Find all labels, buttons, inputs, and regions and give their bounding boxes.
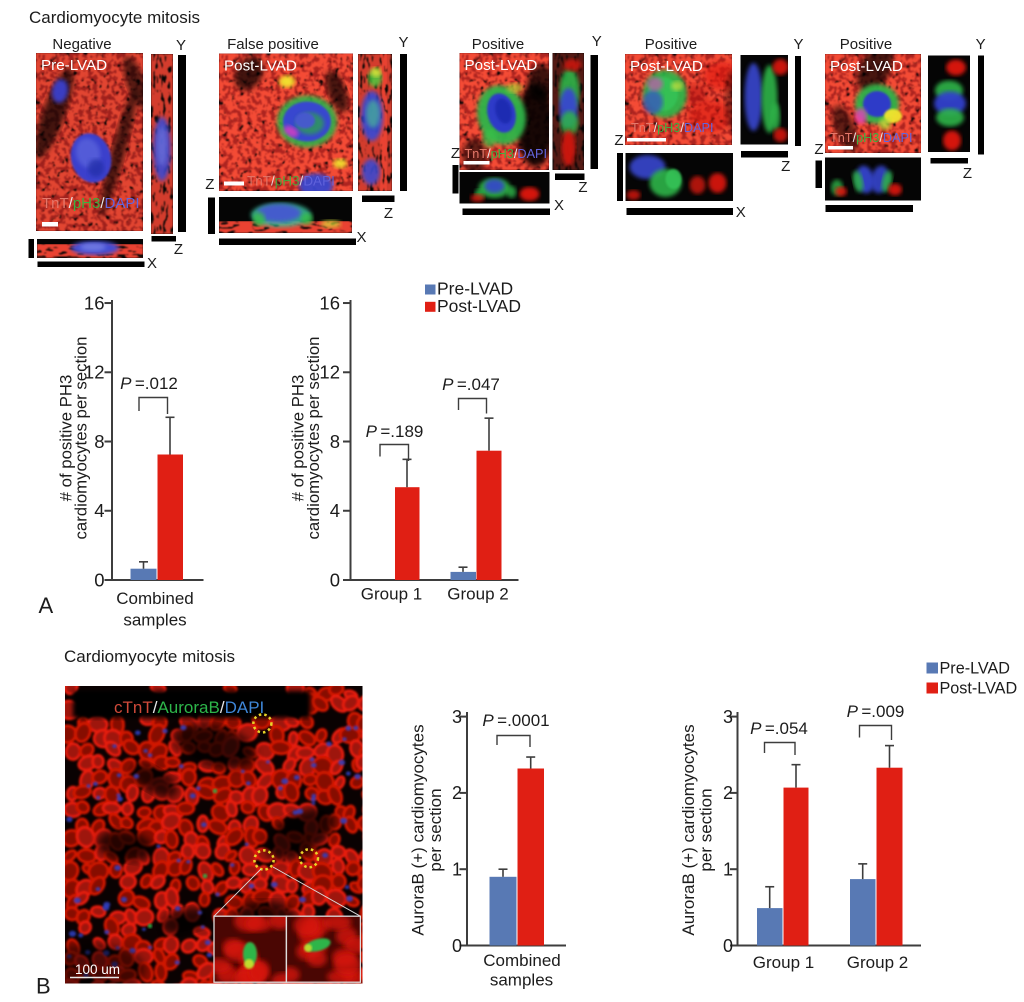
svg-text:Group 1: Group 1 bbox=[361, 585, 422, 604]
svg-text:Pre-LVAD: Pre-LVAD bbox=[41, 57, 107, 74]
svg-text:per section: per section bbox=[697, 788, 716, 871]
svg-text:Z: Z bbox=[963, 165, 972, 182]
svg-text:Z: Z bbox=[384, 205, 393, 222]
svg-text:Combined: Combined bbox=[483, 951, 561, 970]
svg-text:Pre-LVAD: Pre-LVAD bbox=[940, 659, 1010, 677]
svg-text:cTnT/AuroraB/DAPI: cTnT/AuroraB/DAPI bbox=[114, 698, 264, 717]
svg-text:P =.054: P =.054 bbox=[750, 719, 808, 738]
svg-text:Y: Y bbox=[176, 37, 186, 54]
svg-text:Z: Z bbox=[578, 179, 587, 196]
svg-text:Z: Z bbox=[781, 158, 790, 175]
svg-text:Post-LVAD: Post-LVAD bbox=[224, 58, 297, 75]
svg-text:Group 2: Group 2 bbox=[447, 585, 508, 604]
svg-text:Negative: Negative bbox=[52, 36, 111, 53]
svg-text:Cardiomyocyte mitosis: Cardiomyocyte mitosis bbox=[29, 8, 200, 27]
svg-text:Positive: Positive bbox=[645, 36, 698, 53]
svg-text:12: 12 bbox=[84, 362, 105, 383]
svg-text:AuroraB (+) cardiomyocytes: AuroraB (+) cardiomyocytes bbox=[409, 724, 428, 935]
svg-text:samples: samples bbox=[123, 611, 186, 630]
svg-text:P =.189: P =.189 bbox=[366, 422, 424, 441]
svg-text:1: 1 bbox=[452, 860, 462, 880]
svg-text:16: 16 bbox=[84, 292, 105, 313]
svg-text:cardiomyocytes per section: cardiomyocytes per section bbox=[72, 337, 91, 540]
svg-text:8: 8 bbox=[330, 431, 340, 452]
svg-text:# of positive PH3: # of positive PH3 bbox=[57, 375, 76, 502]
svg-text:Positive: Positive bbox=[472, 36, 525, 53]
svg-text:Z: Z bbox=[814, 141, 823, 158]
svg-text:P =.0001: P =.0001 bbox=[482, 711, 549, 730]
svg-text:1: 1 bbox=[723, 860, 733, 880]
svg-text:X: X bbox=[736, 204, 746, 221]
svg-text:TnT/pH3/DAPI: TnT/pH3/DAPI bbox=[465, 147, 548, 161]
svg-text:Group 2: Group 2 bbox=[847, 953, 908, 972]
svg-text:16: 16 bbox=[319, 292, 340, 313]
svg-text:Post-LVAD: Post-LVAD bbox=[465, 57, 538, 74]
svg-text:4: 4 bbox=[330, 500, 340, 521]
svg-text:0: 0 bbox=[94, 569, 104, 590]
svg-text:Post-LVAD: Post-LVAD bbox=[437, 296, 521, 316]
svg-text:P =.047: P =.047 bbox=[442, 375, 500, 394]
svg-text:Z: Z bbox=[205, 176, 214, 193]
svg-text:samples: samples bbox=[490, 971, 553, 990]
svg-text:TnT/pH3/DAPI: TnT/pH3/DAPI bbox=[830, 131, 913, 145]
svg-text:per section: per section bbox=[426, 788, 445, 871]
svg-text:100 um: 100 um bbox=[75, 962, 120, 977]
svg-text:2: 2 bbox=[452, 783, 462, 803]
svg-text:False positive: False positive bbox=[227, 36, 319, 53]
svg-text:P =.012: P =.012 bbox=[120, 374, 178, 393]
svg-text:Y: Y bbox=[592, 33, 602, 50]
svg-text:Pre-LVAD: Pre-LVAD bbox=[437, 279, 513, 299]
svg-text:A: A bbox=[39, 593, 54, 618]
svg-text:Combined: Combined bbox=[116, 589, 194, 608]
svg-text:Cardiomyocyte mitosis: Cardiomyocyte mitosis bbox=[64, 647, 235, 666]
svg-text:3: 3 bbox=[723, 707, 733, 727]
svg-text:cardiomyocytes per section: cardiomyocytes per section bbox=[304, 337, 323, 540]
svg-text:0: 0 bbox=[452, 936, 462, 956]
svg-text:Group 1: Group 1 bbox=[753, 953, 814, 972]
svg-text:# of positive PH3: # of positive PH3 bbox=[289, 375, 308, 502]
svg-text:TnT/pH3/DAPI: TnT/pH3/DAPI bbox=[247, 174, 335, 189]
svg-text:Post-LVAD: Post-LVAD bbox=[940, 679, 1018, 697]
svg-text:X: X bbox=[356, 229, 366, 246]
svg-text:Y: Y bbox=[793, 36, 803, 53]
svg-text:Positive: Positive bbox=[840, 36, 893, 53]
svg-text:AuroraB (+) cardiomyocytes: AuroraB (+) cardiomyocytes bbox=[679, 724, 698, 935]
svg-text:Z: Z bbox=[174, 241, 183, 258]
svg-text:Y: Y bbox=[976, 36, 986, 53]
svg-text:3: 3 bbox=[452, 707, 462, 727]
svg-text:TnT/pH3/DAPI: TnT/pH3/DAPI bbox=[631, 121, 714, 135]
svg-text:8: 8 bbox=[94, 431, 104, 452]
svg-text:2: 2 bbox=[723, 783, 733, 803]
svg-text:X: X bbox=[147, 255, 157, 272]
svg-text:0: 0 bbox=[723, 936, 733, 956]
svg-text:0: 0 bbox=[330, 569, 340, 590]
svg-text:Y: Y bbox=[398, 34, 408, 51]
svg-text:12: 12 bbox=[319, 362, 340, 383]
svg-text:4: 4 bbox=[94, 500, 104, 521]
svg-text:Post-LVAD: Post-LVAD bbox=[630, 58, 703, 75]
svg-text:Z: Z bbox=[614, 132, 623, 149]
svg-text:Z: Z bbox=[451, 145, 460, 162]
svg-text:X: X bbox=[554, 197, 564, 214]
svg-text:Post-LVAD: Post-LVAD bbox=[830, 58, 903, 75]
svg-text:B: B bbox=[36, 974, 51, 999]
svg-text:P =.009: P =.009 bbox=[847, 702, 905, 721]
svg-text:TnT/pH3/DAPI: TnT/pH3/DAPI bbox=[42, 195, 140, 212]
